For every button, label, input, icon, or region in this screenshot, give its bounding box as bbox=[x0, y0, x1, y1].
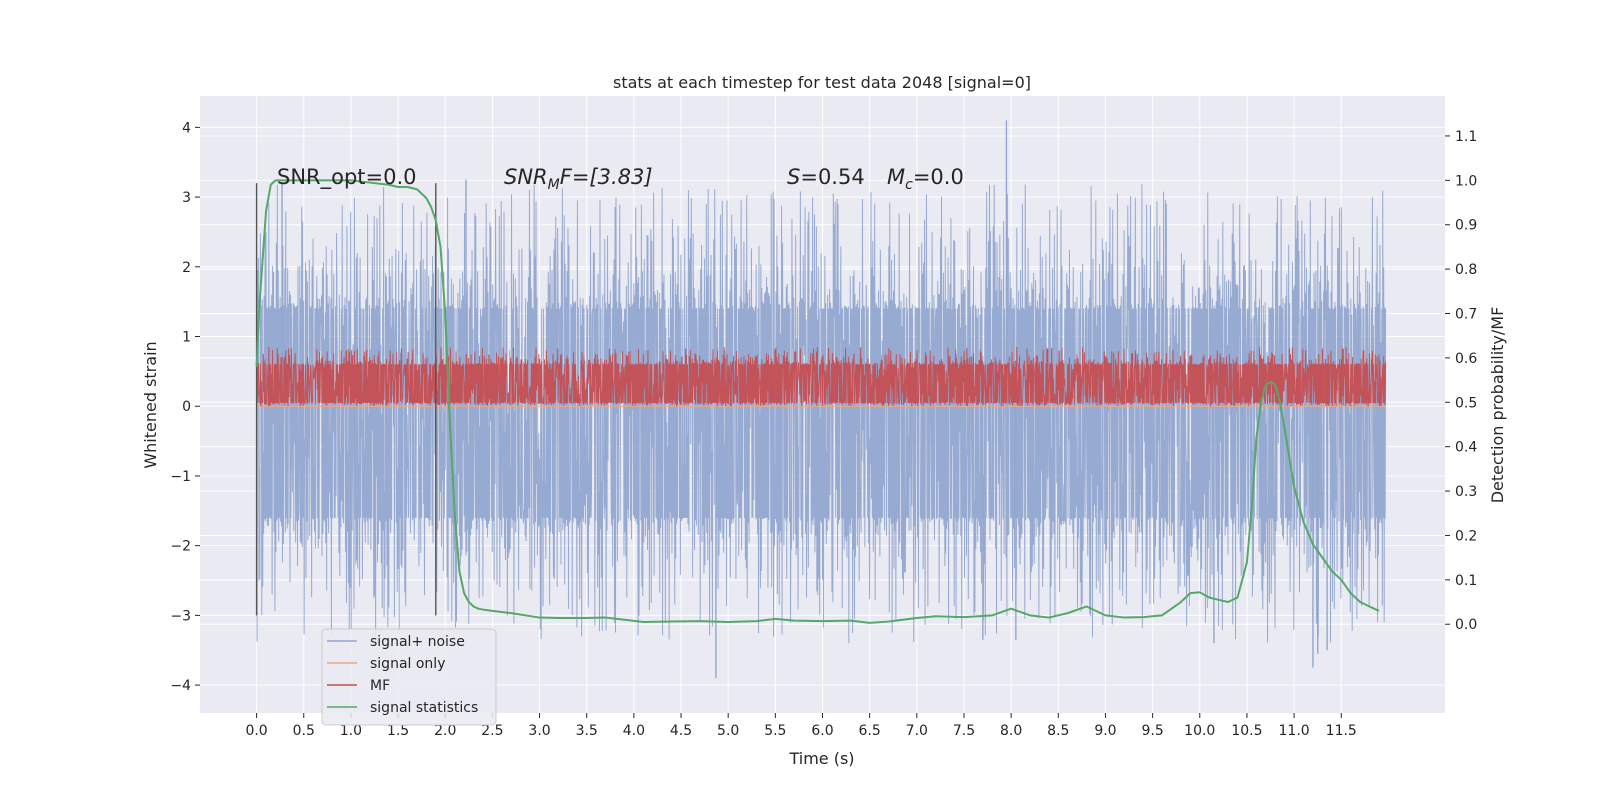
x-tick-label: 3.5 bbox=[576, 723, 598, 739]
y-tick-label: 3 bbox=[182, 190, 191, 206]
legend: signal+ noise signal only MF signal stat… bbox=[321, 628, 497, 726]
legend-label-signal-noise: signal+ noise bbox=[370, 634, 465, 650]
series-mf bbox=[256, 347, 1387, 407]
y2-tick-label: 0.1 bbox=[1455, 573, 1477, 589]
y-tick-label: −1 bbox=[170, 469, 191, 485]
x-tick-label: 2.5 bbox=[481, 723, 503, 739]
y-tick-label: −4 bbox=[170, 678, 191, 694]
x-axis-label: Time (s) bbox=[788, 749, 854, 768]
marker-layer bbox=[255, 179, 1380, 624]
y-tick-label: 2 bbox=[182, 260, 191, 276]
legend-box bbox=[321, 628, 497, 726]
y2-tick-label: 0.3 bbox=[1455, 484, 1477, 500]
annotation-s: S=0.54 bbox=[787, 165, 865, 189]
x-tick-label: 4.0 bbox=[623, 723, 645, 739]
annotation-mc-sub: c bbox=[905, 177, 913, 193]
x-tick-label: 5.0 bbox=[717, 723, 739, 739]
legend-label-signal-statistics: signal statistics bbox=[370, 700, 478, 716]
x-tick-label: 10.0 bbox=[1184, 723, 1215, 739]
x-axis-ticks: 0.0 0.5 1.0 1.5 2.0 2.5 3.0 3.5 4.0 4.5 5.0 5.5 6.0 6… bbox=[245, 713, 1357, 739]
x-tick-label: 11.0 bbox=[1279, 723, 1310, 739]
x-tick-label: 6.0 bbox=[811, 723, 833, 739]
legend-entry-signal-statistics: signal statistics bbox=[327, 700, 478, 716]
y-tick-label: 0 bbox=[182, 399, 191, 415]
x-tick-label: 1.5 bbox=[387, 723, 409, 739]
legend-label-mf: MF bbox=[370, 678, 390, 694]
legend-entry-signal-only: signal only bbox=[327, 656, 445, 672]
y2-tick-label: 0.9 bbox=[1455, 218, 1477, 234]
y-axis-label: Whitened strain bbox=[141, 341, 160, 468]
x-tick-label: 8.0 bbox=[1000, 723, 1022, 739]
annotations: SNR_opt=0.0 SNRMF=[3.83] S=0.54 Mc=0.0 bbox=[277, 165, 964, 193]
x-tick-label: 9.5 bbox=[1141, 723, 1163, 739]
y-tick-label: 1 bbox=[182, 330, 191, 346]
x-tick-label: 6.5 bbox=[859, 723, 881, 739]
series-layer bbox=[256, 120, 1387, 679]
annotation-mc-name: M bbox=[887, 165, 905, 189]
x-tick-label: 7.5 bbox=[953, 723, 975, 739]
x-tick-label: 3.0 bbox=[528, 723, 550, 739]
y2-axis-label: Detection probability/MF bbox=[1488, 307, 1507, 504]
legend-entry-signal-noise: signal+ noise bbox=[327, 634, 465, 650]
y-tick-label: 4 bbox=[182, 120, 191, 136]
x-tick-label: 2.0 bbox=[434, 723, 456, 739]
series-signal-statistics bbox=[255, 179, 1380, 624]
y2-tick-label: 1.0 bbox=[1455, 173, 1477, 189]
y2-tick-label: 1.1 bbox=[1455, 129, 1477, 145]
y2-tick-label: 0.7 bbox=[1455, 307, 1477, 323]
y2-tick-label: 0.5 bbox=[1455, 395, 1477, 411]
y2-tick-label: 0.4 bbox=[1455, 440, 1477, 456]
annotation-snr-opt: SNR_opt=0.0 bbox=[277, 165, 417, 190]
legend-entry-mf: MF bbox=[327, 678, 390, 694]
x-tick-label: 7.0 bbox=[906, 723, 928, 739]
x-tick-label: 9.0 bbox=[1094, 723, 1116, 739]
x-tick-label: 10.5 bbox=[1231, 723, 1262, 739]
x-tick-label: 1.0 bbox=[340, 723, 362, 739]
legend-label-signal-only: signal only bbox=[370, 656, 445, 672]
annotation-mc: Mc=0.0 bbox=[887, 165, 964, 193]
series-signal-noise bbox=[256, 184, 1387, 644]
annotation-s-name: S bbox=[787, 165, 800, 189]
y2-tick-label: 0.2 bbox=[1455, 528, 1477, 544]
annotation-snr-mf-name: SNR bbox=[504, 165, 548, 189]
annotation-mc-value: =0.0 bbox=[913, 165, 964, 189]
x-tick-label: 5.5 bbox=[764, 723, 786, 739]
y-axis-ticks: −4 −3 −2 −1 0 1 2 3 4 bbox=[170, 120, 200, 694]
x-tick-label: 11.5 bbox=[1326, 723, 1357, 739]
y2-tick-label: 0.0 bbox=[1455, 617, 1477, 633]
y2-axis-ticks: 0.0 0.1 0.2 0.3 0.4 0.5 0.6 0.7 0.8 0.9 1.0 1.1 bbox=[1445, 129, 1477, 633]
x-tick-label: 0.0 bbox=[245, 723, 267, 739]
y-tick-label: −3 bbox=[170, 608, 191, 624]
annotation-s-value: =0.54 bbox=[800, 165, 864, 189]
x-tick-label: 4.5 bbox=[670, 723, 692, 739]
y-tick-label: −2 bbox=[170, 539, 191, 555]
x-tick-label: 0.5 bbox=[293, 723, 315, 739]
chart-title: stats at each timestep for test data 204… bbox=[613, 73, 1031, 92]
annotation-snr-mf-suffix: F=[3.83] bbox=[560, 165, 653, 189]
annotation-snr-mf: SNRMF=[3.83] bbox=[504, 165, 653, 193]
annotation-snr-mf-sub: M bbox=[548, 177, 560, 193]
x-tick-label: 8.5 bbox=[1047, 723, 1069, 739]
y2-tick-label: 0.6 bbox=[1455, 351, 1477, 367]
y2-tick-label: 0.8 bbox=[1455, 262, 1477, 278]
